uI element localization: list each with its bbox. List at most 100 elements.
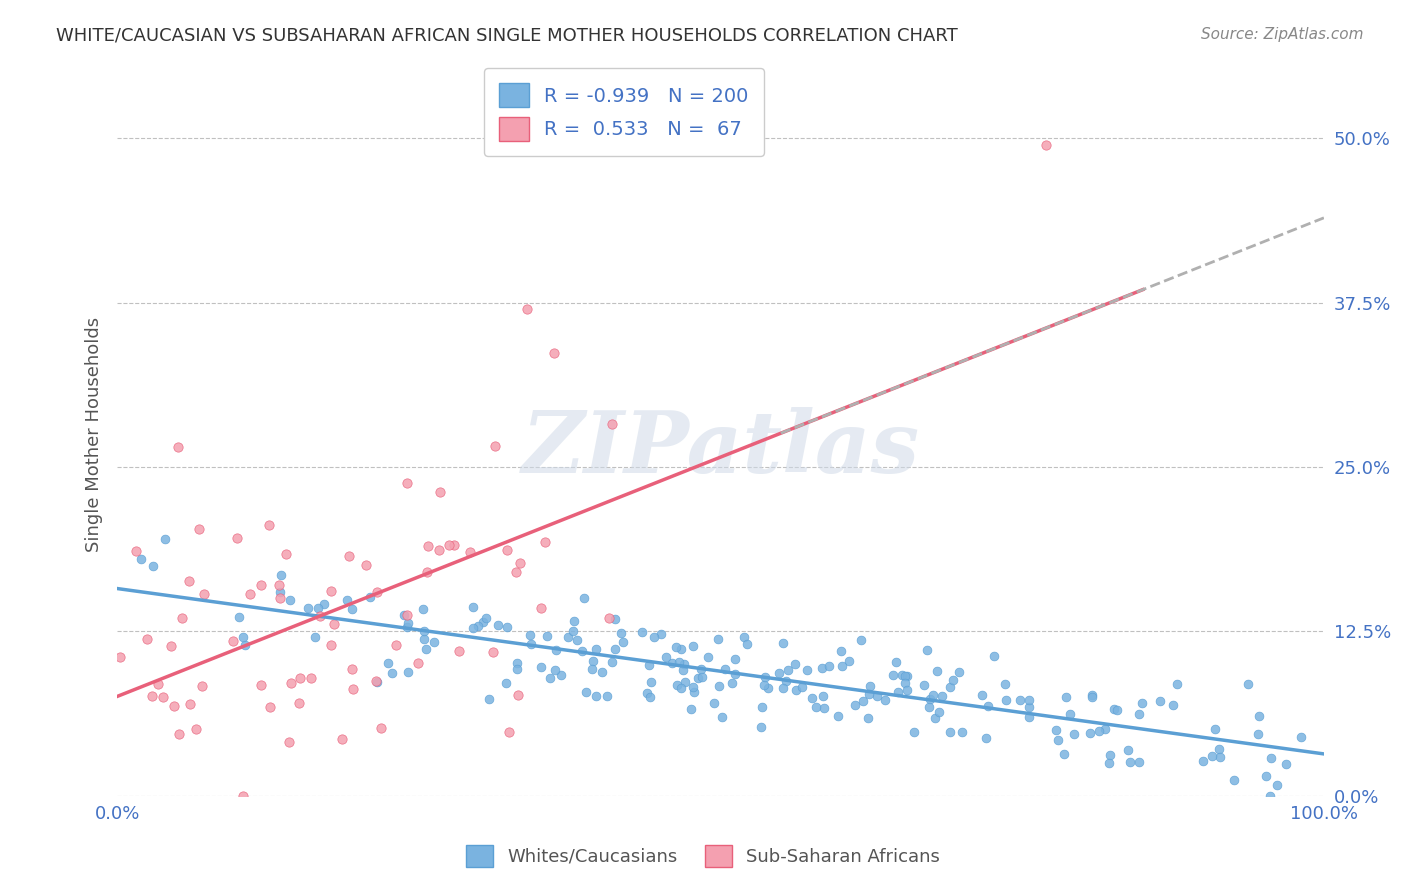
Point (142, 558, 165, 573)
Point (894, 676, 917, 690)
Point (772, 681, 794, 695)
Point (179, 697, 201, 711)
Point (395, 620, 418, 634)
Point (520, 636, 543, 650)
Point (366, 675, 388, 690)
Point (461, 621, 484, 635)
Text: ZIPatlas: ZIPatlas (522, 407, 920, 491)
Point (1098, 756, 1121, 771)
Point (896, 683, 918, 698)
Point (669, 641, 692, 656)
Point (724, 667, 747, 681)
Point (830, 644, 852, 658)
Point (415, 566, 437, 580)
Point (1052, 747, 1074, 762)
Point (1059, 707, 1081, 722)
Point (1128, 756, 1150, 770)
Point (297, 600, 319, 615)
Point (690, 661, 713, 675)
Point (270, 568, 292, 582)
Point (288, 696, 311, 710)
Point (269, 591, 291, 606)
Point (884, 656, 907, 670)
Point (939, 680, 962, 694)
Point (250, 678, 273, 692)
Point (668, 655, 690, 669)
Point (1267, 778, 1289, 792)
Point (682, 680, 704, 694)
Point (671, 681, 693, 696)
Point (813, 690, 835, 704)
Point (110, 650, 132, 665)
Point (408, 656, 430, 670)
Point (232, 630, 254, 644)
Point (650, 626, 672, 640)
Point (321, 584, 343, 599)
Point (543, 663, 565, 677)
Point (484, 439, 506, 453)
Point (612, 634, 634, 648)
Point (603, 641, 626, 656)
Point (754, 670, 776, 684)
Point (681, 701, 703, 715)
Point (1116, 743, 1139, 757)
Point (703, 696, 725, 710)
Point (813, 701, 835, 715)
Point (918, 700, 941, 714)
Point (1119, 755, 1142, 769)
Point (323, 616, 346, 631)
Point (866, 690, 889, 704)
Point (598, 611, 620, 625)
Point (259, 700, 281, 714)
Point (1102, 702, 1125, 716)
Point (640, 690, 662, 704)
Point (1192, 754, 1215, 768)
Point (152, 690, 174, 704)
Point (467, 619, 489, 633)
Point (1247, 708, 1270, 723)
Point (1289, 730, 1312, 744)
Point (562, 614, 585, 628)
Point (1018, 710, 1040, 724)
Point (1018, 699, 1040, 714)
Point (844, 698, 866, 712)
Point (827, 708, 849, 723)
Point (482, 645, 505, 659)
Point (920, 692, 942, 706)
Point (585, 689, 607, 703)
Point (974, 731, 997, 745)
Point (370, 721, 392, 735)
Point (191, 679, 214, 693)
Point (640, 674, 662, 689)
Point (314, 598, 336, 612)
Point (673, 674, 696, 689)
Point (938, 725, 960, 739)
Point (749, 721, 772, 735)
Point (596, 689, 619, 703)
Point (665, 678, 688, 692)
Point (852, 694, 875, 708)
Point (429, 542, 451, 557)
Point (931, 689, 953, 703)
Point (179, 574, 201, 588)
Point (458, 544, 481, 558)
Point (222, 633, 245, 648)
Point (412, 632, 434, 646)
Point (858, 687, 880, 701)
Point (610, 626, 633, 640)
Point (733, 630, 755, 644)
Point (392, 608, 415, 623)
Point (550, 668, 572, 682)
Point (160, 639, 183, 653)
Point (1087, 724, 1109, 739)
Point (232, 789, 254, 803)
Point (571, 644, 593, 658)
Point (768, 665, 790, 680)
Point (398, 665, 420, 679)
Point (141, 690, 163, 704)
Point (873, 693, 896, 707)
Point (226, 532, 249, 546)
Point (439, 538, 461, 552)
Point (463, 599, 485, 614)
Point (342, 602, 364, 616)
